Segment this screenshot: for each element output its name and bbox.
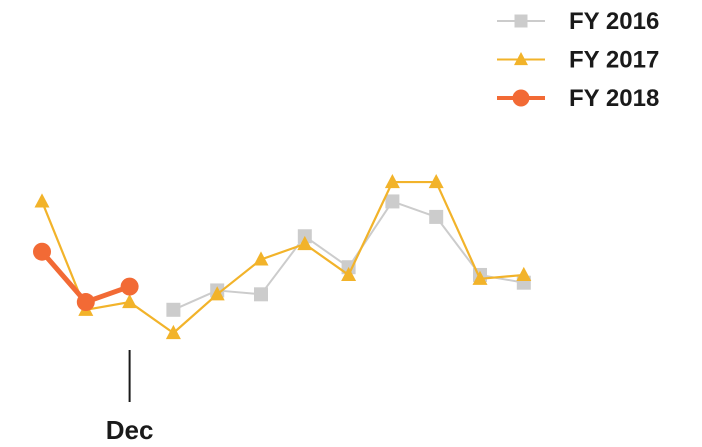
data-point-fy-2017-apr <box>297 235 313 251</box>
data-point-fy-2017-dec <box>122 293 138 309</box>
data-point-fy-2016-jun <box>385 194 400 209</box>
data-point-fy-2017-feb <box>209 286 225 301</box>
data-point-fy-2017-jan <box>165 324 181 340</box>
legend-marker-fy-2017 <box>514 51 528 66</box>
legend-marker-fy-2016 <box>514 14 528 28</box>
data-point-fy-2017-mar <box>253 251 269 266</box>
data-point-fy-2017-may <box>341 266 357 282</box>
legend: FY 2016 FY 2017 FY 2018 <box>497 8 659 112</box>
legend-item-fy-2016: FY 2016 <box>497 8 659 35</box>
legend-label: FY 2017 <box>569 47 659 74</box>
series-fy-2018 <box>33 242 139 312</box>
data-point-fy-2018-oct <box>33 242 51 261</box>
legend-item-fy-2018: FY 2018 <box>497 85 659 112</box>
annotation-label: Dec <box>106 415 154 445</box>
data-point-fy-2016-jan <box>166 302 181 317</box>
data-point-fy-2017-oct <box>34 193 50 208</box>
data-point-fy-2017-aug <box>472 270 488 285</box>
data-point-fy-2018-nov <box>76 293 95 312</box>
data-point-fy-2017-sep <box>516 266 532 282</box>
data-point-fy-2017-jul <box>428 173 444 189</box>
legend-marker-fy-2018 <box>512 89 530 107</box>
series-line-fy-2017 <box>40 180 525 335</box>
series-fy-2017 <box>34 173 532 340</box>
legend-item-fy-2017: FY 2017 <box>497 47 659 74</box>
data-point-fy-2016-jul <box>429 209 444 224</box>
data-point-fy-2016-mar <box>254 287 268 302</box>
series-line-fy-2016 <box>172 200 525 311</box>
legend-label: FY 2018 <box>569 85 659 112</box>
data-point-fy-2018-dec <box>120 277 139 296</box>
legend-label: FY 2016 <box>569 8 659 35</box>
plot-area <box>33 173 532 340</box>
annotations: Dec <box>106 350 154 445</box>
data-point-fy-2017-jun <box>384 173 400 189</box>
